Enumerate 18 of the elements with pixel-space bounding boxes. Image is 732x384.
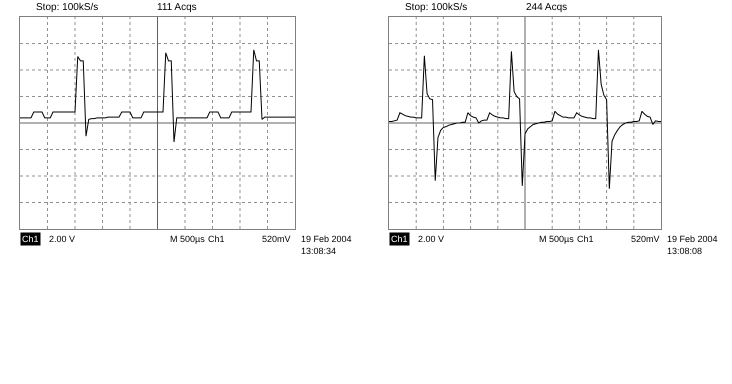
chart-title: Stop: 100kS/s — [36, 2, 98, 13]
text: 2.00 V — [49, 234, 76, 244]
text: 19 Feb 2004 — [667, 234, 718, 244]
text: 13:08:08 — [667, 246, 702, 256]
text: 2.00 V — [418, 234, 444, 244]
chart-subtitle: 244 Acqs — [526, 2, 568, 13]
text: Ch1 — [577, 234, 594, 244]
text: 19 Feb 2004 — [301, 234, 352, 244]
text: M 500µs — [539, 234, 574, 244]
text: 13:08:34 — [301, 246, 336, 256]
text: Ch1 — [391, 234, 408, 244]
text: 520mV — [262, 234, 291, 244]
text: 520mV — [631, 234, 660, 244]
text: Ch1 — [208, 234, 225, 244]
text: Ch1 — [22, 234, 39, 244]
text: M 500µs — [170, 234, 206, 244]
chart-subtitle: 111 Acqs — [157, 2, 197, 13]
chart-title: Stop: 100kS/s — [405, 2, 468, 13]
